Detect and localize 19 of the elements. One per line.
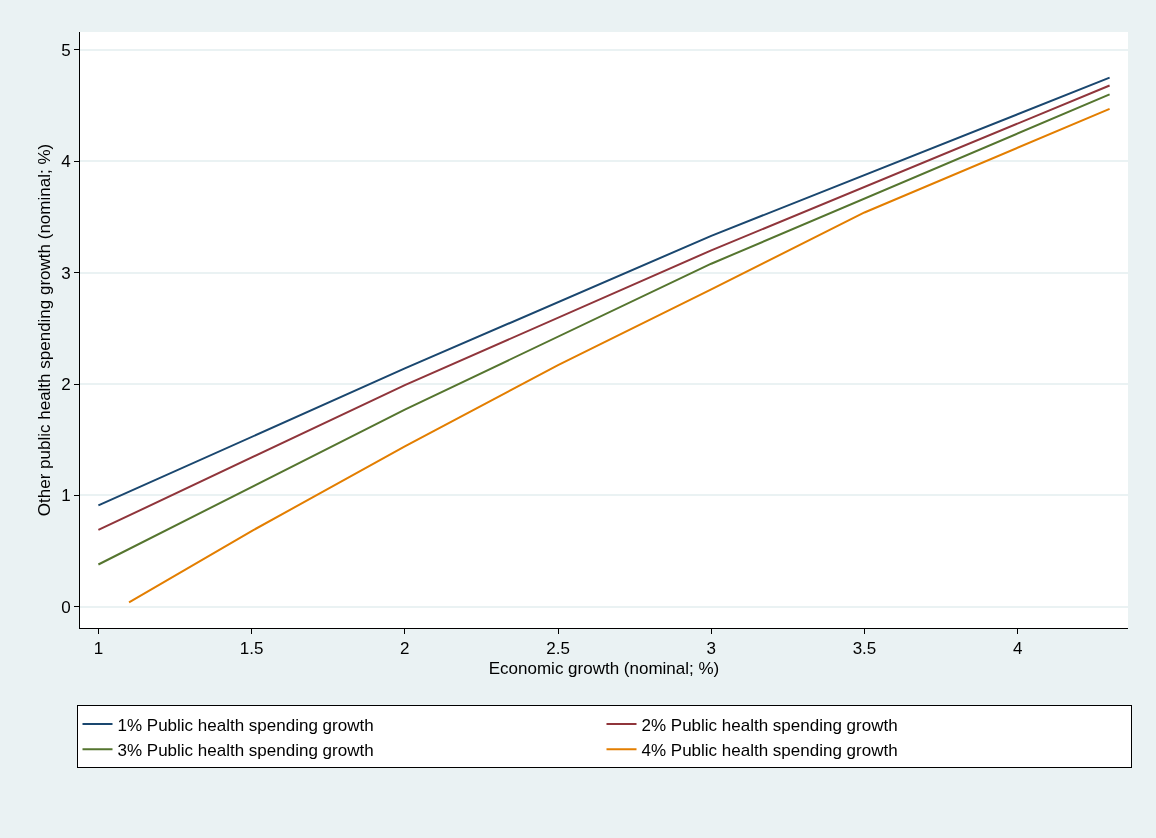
legend-label: 4% Public health spending growth <box>641 740 898 760</box>
x-tick-label: 1 <box>93 639 104 659</box>
x-tick-label: 4 <box>1012 639 1023 659</box>
x-tick-label: 3 <box>706 639 716 659</box>
y-tick-label: 2 <box>61 374 71 394</box>
y-axis-title: Other public health spending growth (nominal; %) <box>34 143 54 517</box>
legend-label: 3% Public health spending growth <box>117 740 374 760</box>
legend-label: 1% Public health spending growth <box>117 715 374 735</box>
y-tick-label: 5 <box>61 40 71 60</box>
y-tick-label: 1 <box>61 486 71 506</box>
y-tick-label: 4 <box>61 152 71 172</box>
legend-label: 2% Public health spending growth <box>641 715 898 735</box>
x-tick-label: 2.5 <box>546 639 570 659</box>
x-tick-label: 1.5 <box>239 639 264 659</box>
y-tick-label: 3 <box>61 263 71 283</box>
x-tick-label: 2 <box>400 639 410 659</box>
y-tick-label: 0 <box>61 597 71 617</box>
x-tick-label: 3.5 <box>852 639 877 659</box>
x-axis-title: Economic growth (nominal; %) <box>488 658 720 678</box>
